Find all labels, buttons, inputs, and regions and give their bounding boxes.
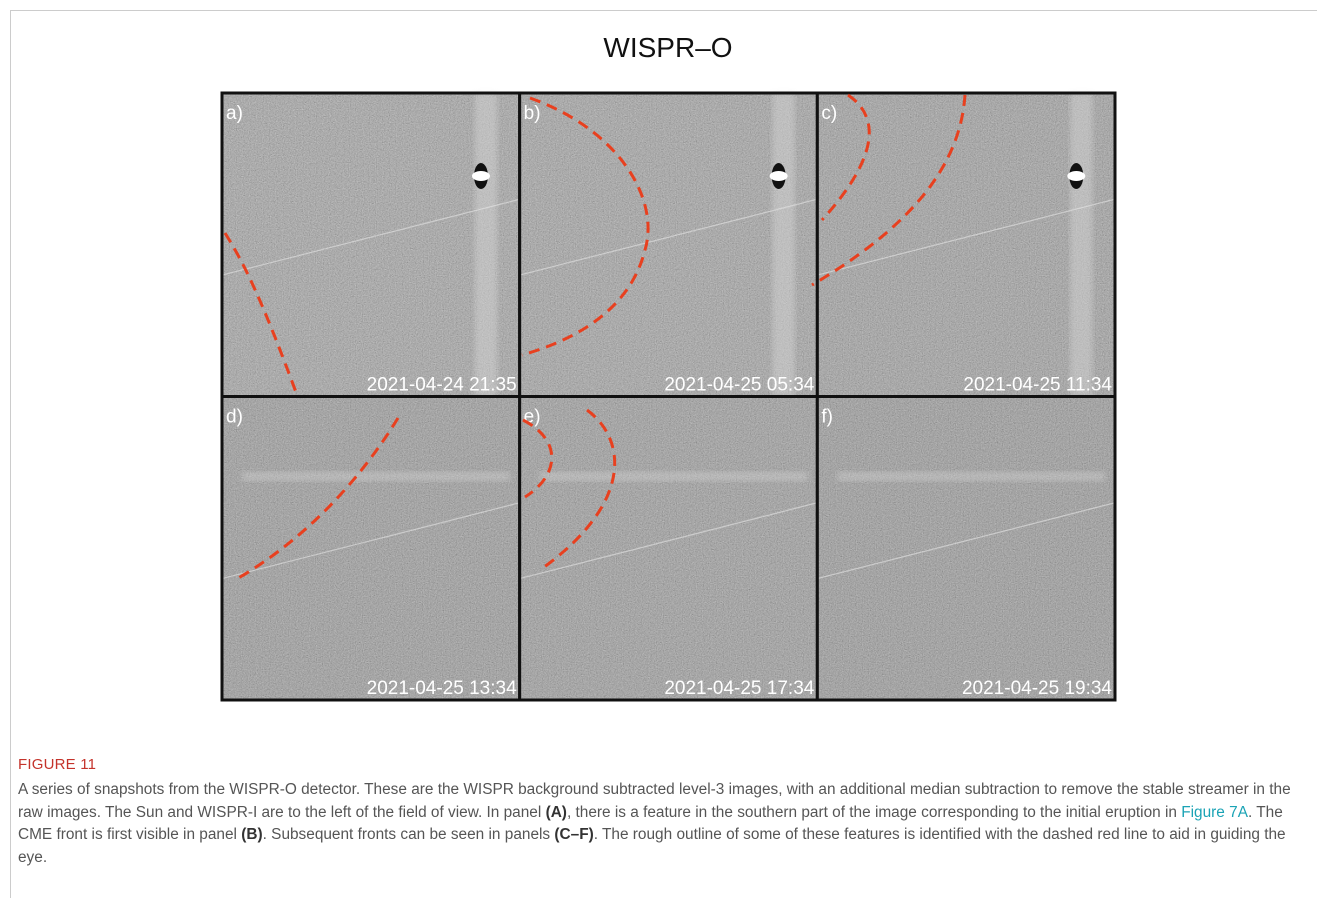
glare-band — [242, 472, 510, 482]
panel-timestamp: 2021-04-25 19:34 — [962, 678, 1112, 699]
panel-label: f) — [821, 407, 833, 428]
caption-text: , there is a feature in the southern par… — [567, 804, 1181, 821]
caption: A series of snapshots from the WISPR-O d… — [18, 779, 1308, 869]
figure-link[interactable]: Figure 7A — [1181, 804, 1248, 821]
sun-glare — [770, 171, 788, 181]
figure-title: WISPR–O — [603, 32, 732, 63]
glare-band — [837, 472, 1105, 482]
caption-text: . Subsequent fronts can be seen in panel… — [263, 826, 555, 843]
sun-glare — [472, 171, 490, 181]
panel-noise — [222, 397, 520, 701]
streamer — [773, 93, 795, 397]
panel-label: b) — [524, 103, 541, 124]
panel-label: c) — [821, 103, 837, 124]
panel-timestamp: 2021-04-25 11:34 — [963, 375, 1112, 396]
panel-label: a) — [226, 103, 243, 124]
panel-noise — [817, 397, 1115, 701]
panel-timestamp: 2021-04-25 17:34 — [664, 678, 814, 699]
panel-label: d) — [226, 407, 243, 428]
panel-timestamp: 2021-04-24 21:35 — [367, 375, 517, 396]
figure-label: FIGURE 11 — [18, 756, 96, 773]
figure: WISPR–O a) 2021-04-24 21:35 b) 2021-04-25 0… — [0, 0, 1317, 720]
panel-timestamp: 2021-04-25 05:34 — [664, 375, 814, 396]
panel-noise — [222, 93, 520, 397]
caption-bold: (C–F) — [554, 826, 593, 843]
panel-noise — [520, 397, 818, 701]
glare-band — [540, 472, 808, 482]
caption-bold: (B) — [241, 826, 262, 843]
streamer — [1070, 93, 1092, 397]
streamer — [475, 93, 497, 397]
caption-bold: (A) — [546, 804, 567, 821]
panel-timestamp: 2021-04-25 13:34 — [367, 678, 517, 699]
sun-glare — [1067, 171, 1085, 181]
page: WISPR–O a) 2021-04-24 21:35 b) 2021-04-25 0… — [0, 0, 1317, 897]
